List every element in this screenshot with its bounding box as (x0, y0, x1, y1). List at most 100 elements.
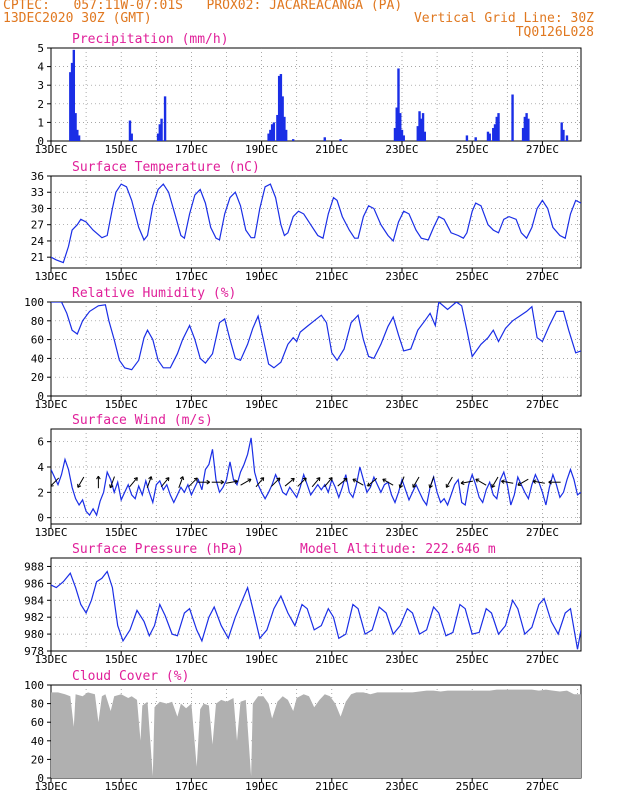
precip-bar (523, 116, 527, 141)
x-date-label: 19DEC (245, 270, 278, 283)
panel-title: Surface Pressure (hPa) (72, 542, 244, 557)
x-date-label: 19DEC (245, 143, 278, 156)
plot-area (51, 437, 581, 517)
precip-bar (492, 127, 495, 141)
precip-bar (283, 116, 286, 141)
precip-bar (495, 116, 498, 141)
x-date-label: 25DEC (456, 526, 489, 539)
y-tick-label: 1 (37, 116, 44, 129)
panel-3: 0 2 4 6 13DEC 15DEC 17DEC 19DEC 21DEC 23DEC 25DEC 2… (34, 413, 582, 539)
y-tick-label: 21 (31, 251, 44, 264)
precip-bar (511, 94, 514, 141)
wind-arrow (412, 476, 420, 488)
precip-bar (281, 96, 284, 141)
wind-arrow (460, 480, 473, 486)
y-tick-label: 3 (37, 79, 44, 92)
plot-area (51, 183, 581, 264)
x-date-label: 17DEC (175, 780, 208, 793)
panel-frame (50, 47, 582, 142)
precip-bar (160, 118, 163, 141)
y-tick-label: 6 (37, 436, 44, 449)
x-date-label: 19DEC (245, 780, 278, 793)
wind-arrow (491, 476, 499, 488)
header-station-line: CPTEC: 057:11W-07:01S PROX02: JACAREACAN… (3, 0, 403, 13)
wind-arrow (445, 476, 453, 488)
precip-bar (562, 129, 565, 141)
precip-bar (416, 126, 419, 141)
wind-arrow (271, 477, 281, 487)
x-date-label: 23DEC (385, 526, 418, 539)
x-date-label: 21DEC (315, 398, 348, 411)
wind-arrow (109, 476, 115, 489)
plot-area (51, 570, 581, 650)
x-date-label: 19DEC (245, 526, 278, 539)
precip-bar (421, 113, 425, 141)
wind-arrow (382, 478, 394, 486)
y-tick-label: 2 (37, 98, 44, 111)
precip-bar (465, 135, 469, 141)
wind-arrow (517, 478, 529, 486)
wind-arrow (225, 479, 239, 484)
y-tick-label: 36 (31, 170, 44, 183)
wind-arrow (96, 475, 101, 489)
precip-bar (269, 129, 272, 141)
precip-bar (560, 122, 563, 141)
x-date-label: 13DEC (34, 653, 67, 666)
header-model-id: TQ0126L028 (515, 25, 594, 40)
precip-bar (70, 62, 74, 141)
wind-arrow (129, 477, 138, 488)
wind-arrow (211, 479, 224, 485)
x-date-label: 25DEC (456, 143, 489, 156)
y-tick-label: 0 (37, 772, 44, 785)
precip-bar (323, 137, 326, 141)
x-date-label: 25DEC (456, 780, 489, 793)
x-date-label: 23DEC (385, 780, 418, 793)
x-date-label: 23DEC (385, 143, 418, 156)
precip-bar (163, 96, 167, 141)
panel-title: Cloud Cover (%) (72, 669, 189, 684)
y-tick-label: 0 (37, 135, 44, 148)
precip-bar (521, 127, 525, 141)
precip-bar (276, 114, 279, 141)
wind-arrow (297, 477, 307, 487)
x-date-label: 19DEC (245, 398, 278, 411)
y-tick-label: 24 (31, 235, 45, 248)
precip-bar (279, 74, 283, 141)
precip-bar (399, 113, 402, 141)
y-tick-label: 980 (24, 628, 44, 641)
x-date-label: 13DEC (34, 270, 67, 283)
y-tick-label: 20 (31, 753, 44, 766)
header-date-line: 13DEC2020 30Z (GMT) (3, 11, 152, 26)
plot-area (51, 302, 581, 371)
precip-bar (395, 107, 398, 141)
wind-arrow (311, 477, 321, 488)
precip-bar (272, 122, 276, 141)
y-tick-label: 20 (31, 371, 44, 384)
precip-bar (418, 111, 421, 141)
series-line (51, 183, 581, 264)
precip-bar (69, 72, 72, 141)
y-tick-label: 986 (24, 577, 44, 590)
x-date-label: 23DEC (385, 398, 418, 411)
y-tick-label: 40 (31, 735, 44, 748)
precip-bar (402, 135, 405, 141)
x-date-label: 27DEC (526, 780, 559, 793)
wind-arrow (188, 477, 198, 487)
x-date-label: 27DEC (526, 653, 559, 666)
x-date-label: 21DEC (315, 270, 348, 283)
x-date-label: 27DEC (526, 398, 559, 411)
precip-bar (158, 124, 162, 141)
wind-arrow (197, 479, 210, 485)
y-tick-label: 27 (31, 219, 44, 232)
precip-bar (525, 113, 528, 141)
panel-4: 978 980 982 984 986 988 13DEC 15DEC 17DEC 19DEC 21… (24, 542, 582, 666)
precip-bar (284, 129, 288, 141)
wind-arrow (77, 476, 85, 488)
y-tick-label: 40 (31, 352, 44, 365)
precip-bar (74, 113, 77, 141)
y-tick-label: 984 (24, 594, 44, 607)
precip-bar (76, 129, 79, 141)
precip-bar (128, 120, 132, 141)
x-date-label: 15DEC (105, 270, 138, 283)
